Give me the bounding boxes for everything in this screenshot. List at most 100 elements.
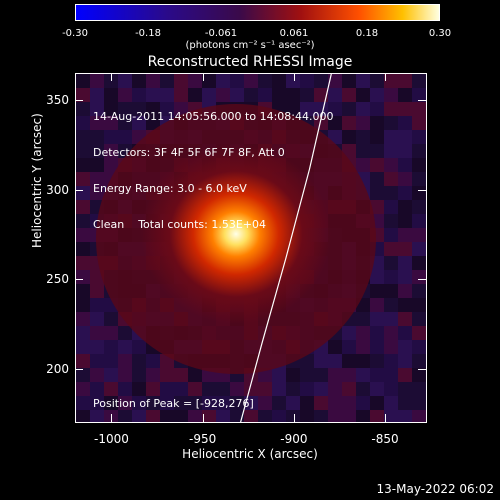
noise-cell [104, 144, 118, 158]
y-tick-mark [418, 99, 426, 101]
noise-cell [412, 228, 426, 242]
noise-cell [202, 88, 216, 102]
noise-cell [328, 354, 342, 368]
noise-cell [342, 326, 356, 340]
y-tick-label: 350 [46, 92, 69, 107]
noise-cell [160, 368, 174, 382]
noise-cell [356, 74, 370, 88]
noise-cell [426, 284, 427, 298]
x-tick-mark [202, 73, 204, 81]
noise-cell [202, 74, 216, 88]
x-tick-mark [385, 414, 387, 422]
date-stamp: 13-May-2022 06:02 [376, 482, 494, 496]
noise-cell [426, 242, 427, 256]
noise-cell [300, 88, 314, 102]
noise-cell [370, 284, 384, 298]
colorbar-tick-label: 0.18 [355, 28, 379, 39]
noise-cell [188, 382, 202, 396]
noise-cell [398, 228, 412, 242]
noise-cell [244, 382, 258, 396]
info-line: Clean Total counts: 1.53E+04 [93, 218, 267, 231]
noise-cell [286, 410, 300, 422]
noise-cell [272, 74, 286, 88]
noise-cell [202, 396, 216, 410]
noise-cell [328, 88, 342, 102]
noise-cell [356, 354, 370, 368]
colorbar-tick-label: -0.30 [62, 28, 88, 39]
noise-cell [426, 410, 427, 423]
noise-cell [76, 410, 90, 422]
noise-cell [286, 382, 300, 396]
noise-cell [104, 396, 118, 410]
noise-cell [104, 312, 118, 326]
noise-cell [412, 200, 426, 214]
noise-cell [426, 214, 427, 228]
noise-cell [90, 410, 104, 422]
noise-cell [118, 74, 132, 88]
noise-cell [426, 368, 427, 382]
noise-cell [426, 130, 427, 144]
noise-cell [356, 340, 370, 354]
noise-cell [90, 354, 104, 368]
x-tick-label: -950 [189, 432, 217, 446]
noise-cell [76, 228, 90, 242]
noise-cell [398, 200, 412, 214]
noise-cell [76, 242, 90, 256]
noise-cell [342, 130, 356, 144]
noise-cell [356, 396, 370, 410]
noise-cell [328, 368, 342, 382]
noise-cell [356, 158, 370, 172]
noise-cell [146, 88, 160, 102]
noise-cell [412, 326, 426, 340]
noise-cell [90, 186, 104, 200]
noise-cell [356, 312, 370, 326]
noise-cell [216, 74, 230, 88]
noise-cell [216, 410, 230, 422]
noise-cell [118, 88, 132, 102]
noise-cell [90, 88, 104, 102]
noise-cell [370, 382, 384, 396]
y-tick-mark [75, 279, 83, 281]
noise-cell [384, 102, 398, 116]
noise-cell [342, 354, 356, 368]
noise-cell [104, 340, 118, 354]
noise-cell [356, 88, 370, 102]
noise-cell [76, 74, 90, 88]
noise-cell [356, 326, 370, 340]
noise-cell [230, 410, 244, 422]
noise-cell [132, 354, 146, 368]
noise-cell [384, 158, 398, 172]
noise-cell [300, 368, 314, 382]
noise-cell [300, 74, 314, 88]
noise-cell [398, 116, 412, 130]
noise-cell [426, 270, 427, 284]
noise-cell [314, 382, 328, 396]
noise-cell [272, 88, 286, 102]
noise-cell [104, 74, 118, 88]
y-tick-mark [418, 189, 426, 191]
noise-cell [426, 74, 427, 88]
x-tick-mark [385, 73, 387, 81]
noise-cell [76, 298, 90, 312]
noise-cell [160, 102, 174, 116]
noise-cell [188, 368, 202, 382]
noise-cell [188, 74, 202, 88]
noise-cell [412, 312, 426, 326]
noise-cell [370, 116, 384, 130]
noise-cell [426, 88, 427, 102]
noise-cell [76, 284, 90, 298]
noise-cell [104, 354, 118, 368]
noise-cell [426, 228, 427, 242]
noise-cell [370, 410, 384, 422]
x-tick-mark [111, 414, 113, 422]
noise-cell [412, 298, 426, 312]
noise-cell [174, 396, 188, 410]
noise-cell [90, 172, 104, 186]
noise-cell [244, 88, 258, 102]
info-line: Detectors: 3F 4F 5F 6F 7F 8F, Att 0 [93, 146, 285, 159]
noise-cell [132, 368, 146, 382]
noise-cell [314, 74, 328, 88]
noise-cell [356, 144, 370, 158]
y-tick-mark [418, 279, 426, 281]
noise-cell [426, 102, 427, 116]
